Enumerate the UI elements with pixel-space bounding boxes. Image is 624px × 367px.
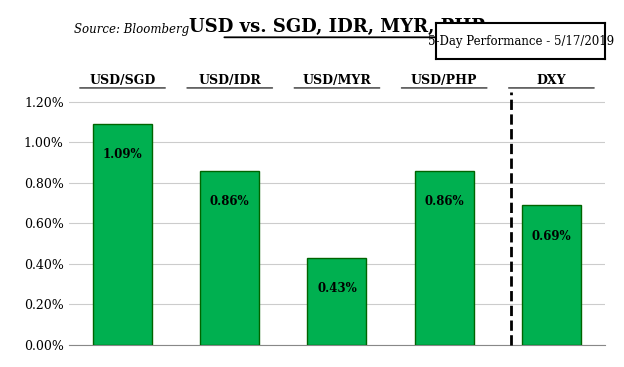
Text: USD/IDR: USD/IDR — [198, 74, 261, 87]
Text: USD/MYR: USD/MYR — [303, 74, 371, 87]
Text: 0.43%: 0.43% — [317, 282, 357, 295]
Text: 0.86%: 0.86% — [424, 195, 464, 208]
Text: USD/SGD: USD/SGD — [89, 74, 155, 87]
Bar — [415, 171, 474, 345]
Text: DXY: DXY — [537, 74, 566, 87]
Text: 0.86%: 0.86% — [210, 195, 250, 208]
Text: 0.69%: 0.69% — [532, 229, 571, 243]
Text: USD vs. SGD, IDR, MYR, PHP: USD vs. SGD, IDR, MYR, PHP — [189, 18, 485, 36]
Text: Source: Bloomberg: Source: Bloomberg — [74, 23, 189, 36]
Bar — [522, 205, 581, 345]
Text: USD/PHP: USD/PHP — [411, 74, 477, 87]
Bar — [200, 171, 259, 345]
Bar — [308, 258, 366, 345]
Bar — [93, 124, 152, 345]
Text: 1.09%: 1.09% — [103, 149, 142, 161]
